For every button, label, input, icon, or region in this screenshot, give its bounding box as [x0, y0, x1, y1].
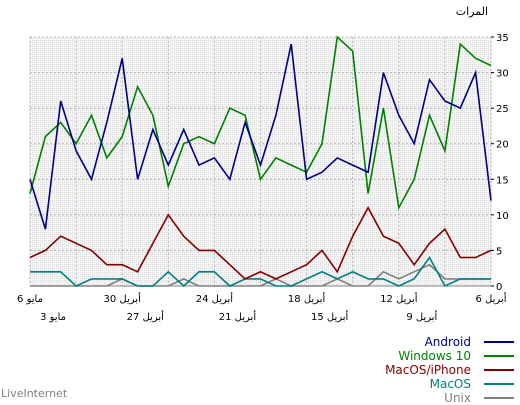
legend-label: Windows 10 [398, 349, 471, 363]
x-tick-label: 6 مايو [17, 294, 43, 305]
x-tick-label: 6 أبريل [476, 292, 507, 305]
x-tick-label: 21 أبريل [219, 310, 257, 323]
y-tick-label: 35 [496, 33, 509, 44]
x-tick-label: 3 مايو [40, 312, 66, 323]
y-tick-label: 15 [496, 175, 509, 186]
series-line-android [29, 43, 492, 230]
series-line-macos [30, 255, 491, 288]
series-line-macos-iphone [29, 206, 492, 280]
y-axis-ticks: 0 5 10 15 20 25 30 35 [491, 33, 509, 293]
series-line-unix [30, 263, 491, 287]
y-axis-label: المرات [456, 5, 488, 18]
series-line-windows-10 [29, 35, 492, 211]
grid-lines [29, 36, 492, 287]
legend-label: MacOS [430, 377, 471, 391]
x-tick-label: 24 أبريل [196, 292, 234, 305]
series-lines [29, 35, 492, 288]
y-tick-label: 10 [496, 211, 509, 222]
x-tick-label: 30 أبريل [104, 292, 142, 305]
y-tick-label: 25 [496, 104, 509, 115]
y-tick-label: 5 [496, 246, 502, 257]
legend-label: MacOS/iPhone [385, 363, 471, 377]
legend-label: Unix [444, 391, 471, 405]
legend-label: Android [425, 335, 471, 349]
x-tick-label: 15 أبريل [311, 310, 349, 323]
x-tick-label: 27 أبريل [127, 310, 165, 323]
y-tick-label: 30 [496, 69, 509, 80]
y-tick-label: 0 [496, 282, 502, 293]
x-tick-label: 9 أبريل [406, 310, 437, 323]
x-axis-ticks: 6 مايو 30 أبريل 24 أبريل 18 أبريل 12 أبريل 6 … [17, 292, 507, 323]
x-tick-label: 18 أبريل [288, 292, 326, 305]
y-tick-label: 20 [496, 140, 509, 151]
footer-brand: LiveInternet [1, 387, 68, 400]
x-tick-label: 12 أبريل [380, 292, 418, 305]
